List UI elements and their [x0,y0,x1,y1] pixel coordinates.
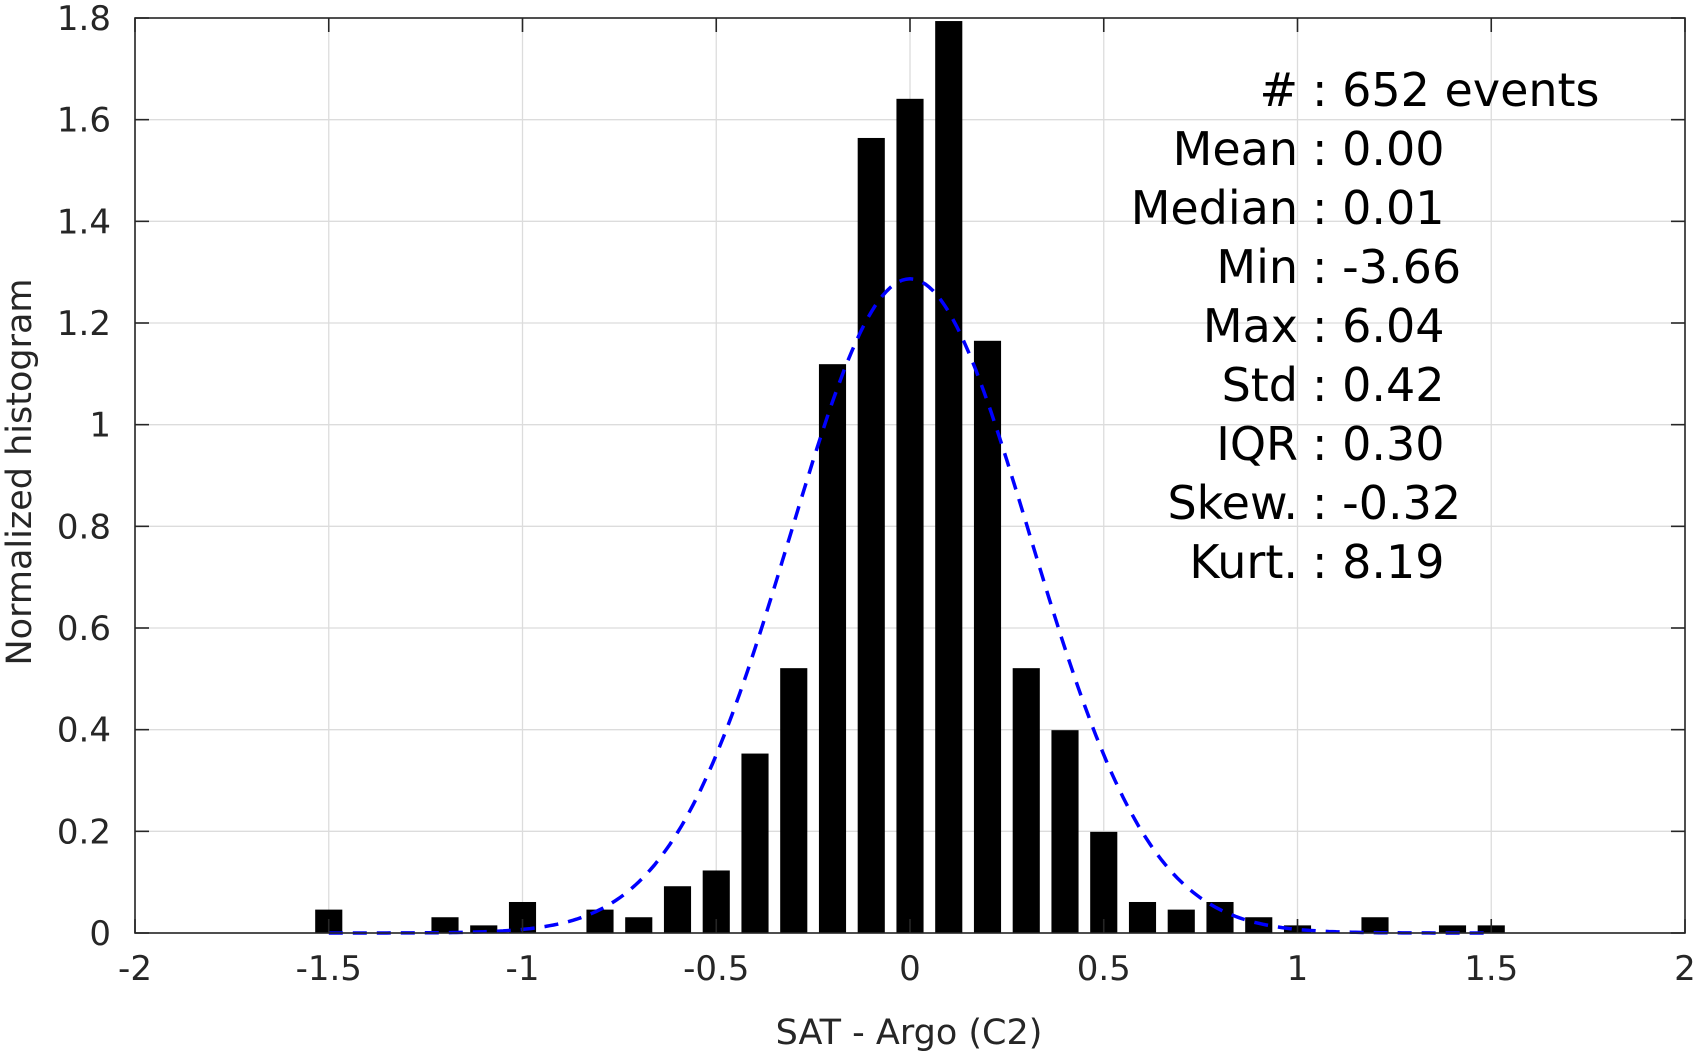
x-tick-label: 0.5 [1077,949,1131,989]
histogram-bar [431,917,459,933]
stat-value: : 0.30 [1312,417,1445,471]
y-tick-label: 1 [89,406,111,446]
stat-value: : -0.32 [1312,476,1461,530]
histogram-bar [1128,901,1157,933]
stat-value: : 0.01 [1312,181,1445,235]
histogram-bar [1361,917,1389,933]
stat-label: IQR [1216,417,1298,471]
stat-label: Mean [1173,122,1298,176]
histogram-bar [857,137,885,933]
x-tick-label: 2 [1674,949,1696,989]
y-tick-label: 0 [89,914,111,954]
histogram-bar [935,21,963,934]
histogram-bar [663,886,692,933]
histogram-bar [1206,901,1234,933]
stats-annotation: # : 652 events Mean : 0.00 Median : 0.01 Mi… [1131,63,1600,589]
tick-marks [134,17,1686,934]
x-tick-label: -0.5 [683,949,749,989]
histogram-bar [1090,831,1118,933]
histogram-bar [1167,909,1195,933]
stat-value: : 0.42 [1312,358,1445,412]
stat-label: Median [1131,181,1298,235]
stat-label: Skew. [1167,476,1298,530]
y-tick-label: 1.4 [57,202,111,242]
histogram-bar [1245,917,1273,933]
x-tick-label: -1 [506,949,540,989]
x-axis-label: SAT - Argo (C2) [776,1013,1043,1053]
histogram-bar [1051,730,1079,933]
y-tick-label: 0.8 [57,507,111,547]
stat-label: Std [1222,358,1298,412]
y-tick-label: 0.2 [57,812,111,852]
x-tick-label: 1.5 [1464,949,1518,989]
stat-value: : 0.00 [1312,122,1445,176]
stat-label: Max [1203,299,1298,353]
histogram-bar [973,340,1002,934]
histogram-bar [780,668,808,933]
histogram-bar [896,98,924,933]
x-tick-labels: -2 -1.5 -1 -0.5 0 0.5 1 1.5 2 [118,949,1696,989]
y-tick-label: 0.6 [57,609,111,649]
x-tick-label: -2 [118,949,152,989]
y-tick-labels: 0 0.2 0.4 0.6 0.8 1 1.2 1.4 1.6 1.8 [57,0,111,954]
stat-value: : -3.66 [1312,240,1461,294]
x-tick-label: 0 [899,949,921,989]
y-axis-label: Normalized histogram [0,278,40,665]
stat-value: : 6.04 [1312,299,1445,353]
histogram-bar [470,925,498,933]
x-tick-label: -1.5 [296,949,362,989]
stat-label: Kurt. [1189,535,1298,589]
stat-value: : 652 events [1312,63,1600,117]
histogram-bar [818,364,847,933]
y-tick-label: 0.4 [57,711,111,751]
histogram-bar [586,909,614,933]
stat-label: # [1259,63,1298,117]
x-tick-label: 1 [1287,949,1309,989]
histogram-bar [1012,668,1040,933]
y-tick-label: 1.8 [57,0,111,39]
stat-label: Min [1216,240,1298,294]
y-tick-label: 1.2 [57,304,111,344]
histogram-bar [1438,925,1467,933]
histogram-bar [625,917,653,933]
histogram-bar [741,753,769,933]
y-tick-label: 1.6 [57,101,111,141]
stat-value: : 8.19 [1312,535,1445,589]
